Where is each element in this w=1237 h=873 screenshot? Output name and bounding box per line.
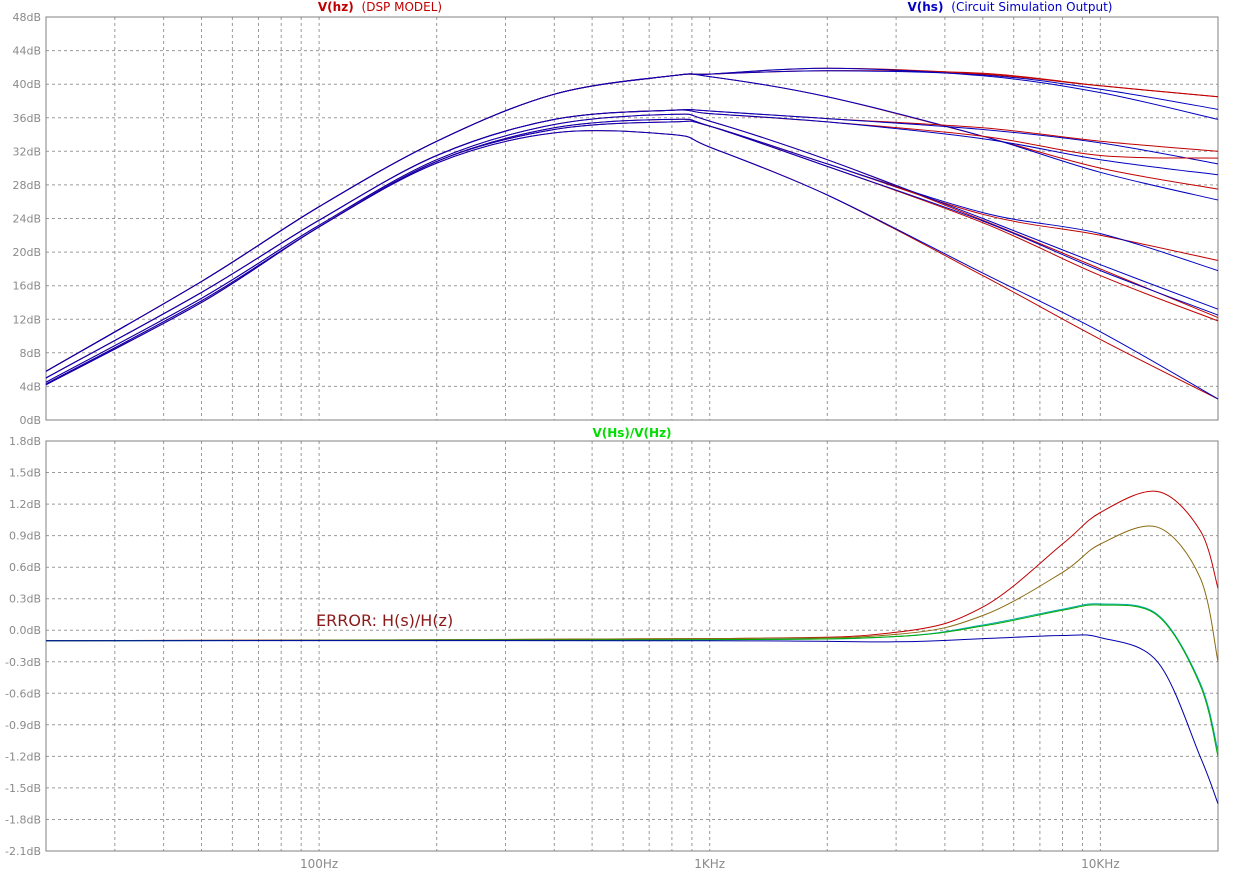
y-tick-label: 12dB	[12, 313, 41, 326]
y-tick-label: 28dB	[12, 179, 41, 192]
y-tick-label: -1.5dB	[5, 782, 41, 795]
y-tick-label: 0.9dB	[9, 530, 41, 543]
x-tick-label: 100Hz	[300, 857, 338, 871]
y-tick-label: -0.6dB	[5, 687, 41, 700]
y-tick-label: 24dB	[12, 213, 41, 226]
series-line-hz	[45, 108, 1219, 379]
bottom-panel-title: V(Hs)/V(Hz)	[592, 426, 671, 440]
error-series-line	[45, 490, 1219, 642]
series-line-hz	[45, 67, 1219, 372]
error-series-line	[45, 604, 1219, 757]
top-panel-frame	[45, 16, 1219, 421]
y-tick-label: 1.8dB	[9, 435, 41, 448]
series-line-hs	[45, 130, 1219, 400]
legend-hz: V(hz) (DSP MODEL)	[318, 0, 442, 14]
series-line-hs	[45, 120, 1219, 386]
y-tick-label: 48dB	[12, 11, 41, 24]
series-line-hs	[45, 73, 1219, 372]
y-tick-label: 44dB	[12, 45, 41, 58]
legend-hs-desc: (Circuit Simulation Output)	[951, 0, 1112, 14]
x-tick-label: 10KHz	[1081, 857, 1119, 871]
top-panel-grid	[46, 17, 1218, 420]
legend-hz-desc: (DSP MODEL)	[362, 0, 443, 14]
bottom-panel-frame	[45, 440, 1219, 852]
y-tick-label: 20dB	[12, 246, 41, 259]
series-line-hs	[45, 118, 1219, 385]
series-line-hz	[45, 130, 1219, 400]
top-panel-series	[45, 67, 1219, 400]
y-tick-label: 32dB	[12, 145, 41, 158]
y-tick-label: 1.5dB	[9, 467, 41, 480]
x-tick-labels: 100Hz 1KHz 10KHz	[300, 857, 1120, 871]
y-tick-label: -2.1dB	[5, 845, 41, 858]
y-tick-label: 4dB	[19, 380, 41, 393]
series-line-hs	[45, 67, 1219, 372]
y-tick-label: -0.9dB	[5, 719, 41, 732]
legend-hs-name: V(hs)	[907, 0, 943, 14]
top-y-tick-labels: 0dB 4dB 8dB 12dB 16dB 20dB 24dB 28dB 32dB 36dB 40d…	[12, 11, 41, 427]
legend-hz-name: V(hz)	[318, 0, 354, 14]
series-line-hs	[45, 109, 1219, 379]
error-series-line	[45, 603, 1219, 752]
y-tick-label: -1.8dB	[5, 814, 41, 827]
y-tick-label: -1.2dB	[5, 750, 41, 763]
series-line-hs	[45, 113, 1219, 383]
series-line-hz	[45, 73, 1219, 372]
y-tick-label: 8dB	[19, 347, 41, 360]
error-series-line	[45, 634, 1219, 804]
y-tick-label: 0dB	[19, 414, 41, 427]
bottom-panel-grid	[46, 441, 1218, 851]
y-tick-label: 0.0dB	[9, 624, 41, 637]
y-tick-label: -0.3dB	[5, 656, 41, 669]
bottom-panel-series	[45, 490, 1219, 804]
y-tick-label: 36dB	[12, 112, 41, 125]
legend-hs: V(hs) (Circuit Simulation Output)	[907, 0, 1112, 14]
y-tick-label: 1.2dB	[9, 498, 41, 511]
series-line-hz	[45, 120, 1219, 386]
y-tick-label: 0.3dB	[9, 593, 41, 606]
y-tick-label: 0.6dB	[9, 561, 41, 574]
y-tick-label: 16dB	[12, 280, 41, 293]
x-tick-label: 1KHz	[694, 857, 725, 871]
series-line-hz	[45, 109, 1219, 379]
series-line-hz	[45, 118, 1219, 385]
y-tick-label: 40dB	[12, 78, 41, 91]
series-line-hs	[45, 108, 1219, 379]
error-series-line	[45, 525, 1219, 662]
bottom-y-tick-labels: -2.1dB -1.8dB -1.5dB -1.2dB -0.9dB -0.6dB -0.3…	[5, 435, 41, 858]
error-annotation: ERROR: H(s)/H(z)	[316, 611, 453, 630]
